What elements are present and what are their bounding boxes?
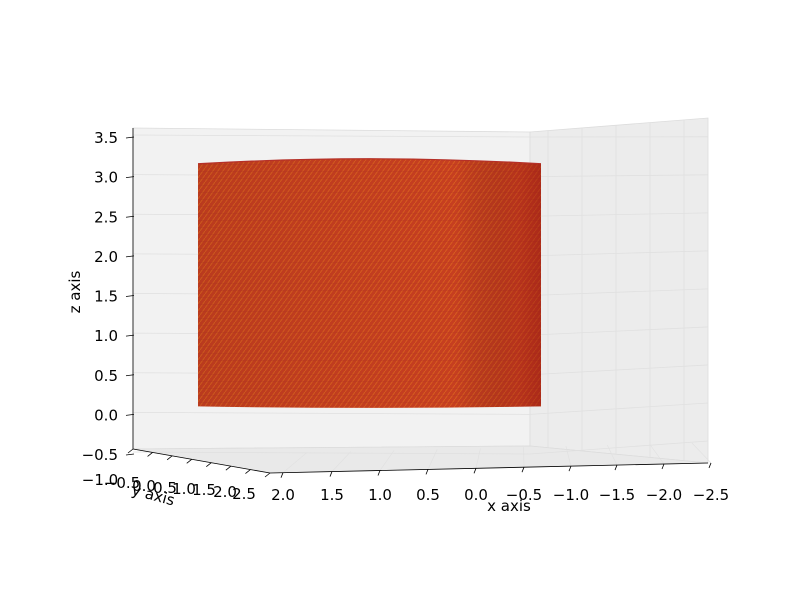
z-tick	[125, 215, 135, 218]
y-tick-label: 0.5	[153, 479, 177, 497]
x-tick	[280, 472, 284, 478]
z-tick-label: 0.0	[94, 406, 118, 424]
y-tick	[127, 448, 134, 454]
x-tick-label: 0.0	[464, 486, 488, 504]
z-gridline-side	[529, 250, 709, 257]
z-tick	[125, 334, 135, 337]
x-axis-line	[269, 462, 709, 474]
z-tick	[125, 176, 135, 179]
y-tick	[264, 472, 271, 478]
z-gridline-side	[529, 288, 709, 296]
y-tick-label: −1.0	[82, 471, 118, 489]
z-tick	[125, 255, 135, 258]
y-tick-label: −0.5	[104, 474, 140, 492]
x-gridline-floor	[649, 443, 665, 465]
z-tick-label: 3.5	[94, 129, 118, 147]
cylinder-top-rim	[197, 158, 542, 165]
z-tick-label: 2.5	[94, 208, 118, 226]
z-gridline-back	[132, 451, 531, 455]
back-pane-right	[529, 117, 709, 464]
x-tick-label: −1.5	[599, 486, 635, 504]
y-tick-label: 2.5	[232, 485, 256, 503]
z-gridline-side	[529, 440, 709, 455]
x-gridline-floor	[282, 452, 307, 473]
z-tick-label: 1.0	[94, 327, 118, 345]
x-tick-label: 0.5	[416, 486, 440, 504]
z-gridline-side	[529, 326, 709, 336]
x-gridline-floor	[691, 442, 712, 464]
y-tick-label: 2.0	[213, 483, 237, 501]
x-gridline-floor	[607, 444, 618, 466]
x-tick	[661, 463, 665, 470]
x-gridline-floor	[565, 446, 572, 467]
cylinder-surface-layer	[197, 158, 542, 408]
y-tick-label: 1.5	[192, 481, 216, 499]
z-tick-label: 3.0	[94, 169, 118, 187]
y-tick-label: 1.0	[172, 480, 196, 498]
x-tick	[377, 470, 381, 476]
x-gridline-floor	[379, 450, 395, 471]
z-axis-label: z axis	[66, 270, 84, 313]
x-tick-label: 2.0	[271, 486, 295, 504]
x-axis-label: x axis	[487, 497, 531, 515]
x-tick-label: −2.5	[693, 486, 729, 504]
z-tick	[125, 413, 135, 416]
z-tick-label: 0.5	[94, 367, 118, 385]
y-tick	[147, 452, 153, 457]
x-tick	[568, 465, 572, 472]
x-tick	[521, 467, 525, 473]
axes-layer: −0.50.00.51.01.52.02.53.03.52.0 1.5 1.0 0.5…	[82, 128, 729, 504]
x-tick-label: 1.5	[320, 486, 344, 504]
x-tick	[329, 471, 333, 477]
z-tick	[125, 374, 135, 377]
z-gridline-side	[529, 212, 709, 217]
z-gridline-back	[132, 411, 531, 415]
y-tick	[206, 462, 212, 468]
y-tick	[186, 458, 192, 464]
x-gridline-floor	[331, 451, 352, 472]
z-gridline-side	[529, 174, 709, 178]
y-tick	[245, 469, 251, 474]
y-tick	[225, 465, 232, 471]
z-tick-label: −0.5	[82, 446, 118, 464]
z-tick-label: 1.5	[94, 288, 118, 306]
z-gridline-side	[529, 364, 709, 376]
x-tick	[425, 469, 429, 475]
cylinder-shading	[198, 158, 541, 408]
x-tick-label: −0.5	[506, 486, 542, 504]
z-tick	[125, 136, 135, 139]
x-tick-label: −2.0	[646, 486, 682, 504]
z-tick	[125, 295, 135, 297]
z-tick	[125, 453, 135, 456]
x-tick	[614, 464, 618, 471]
x-tick-label: −1.0	[553, 486, 589, 504]
x-tick	[473, 468, 477, 474]
x-tick	[708, 462, 712, 469]
x-gridline-floor	[475, 448, 481, 469]
z-tick-label: 2.0	[94, 248, 118, 266]
z-gridline-back	[132, 134, 531, 138]
y-axis-line	[132, 448, 271, 474]
z-gridline-side	[529, 402, 709, 415]
x-tick-label: 1.0	[368, 486, 392, 504]
y-tick-label: 0.0	[132, 477, 156, 495]
x-gridline-floor	[427, 449, 438, 470]
y-tick	[166, 455, 173, 461]
